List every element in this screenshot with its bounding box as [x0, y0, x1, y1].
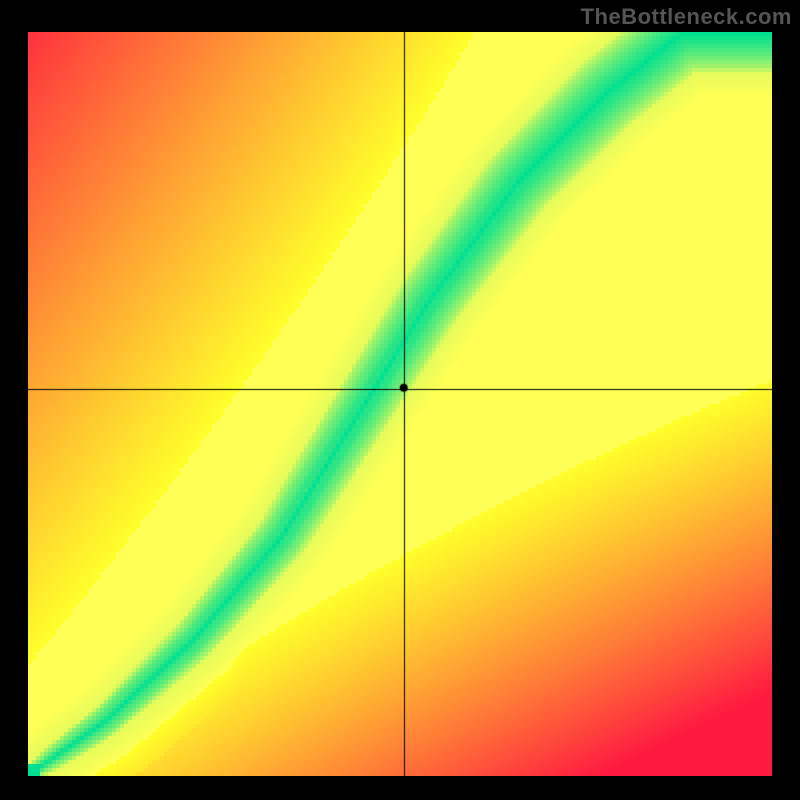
crosshair-overlay	[28, 32, 772, 776]
watermark-text: TheBottleneck.com	[581, 4, 792, 30]
heatmap-frame	[28, 32, 772, 776]
chart-container: TheBottleneck.com	[0, 0, 800, 800]
